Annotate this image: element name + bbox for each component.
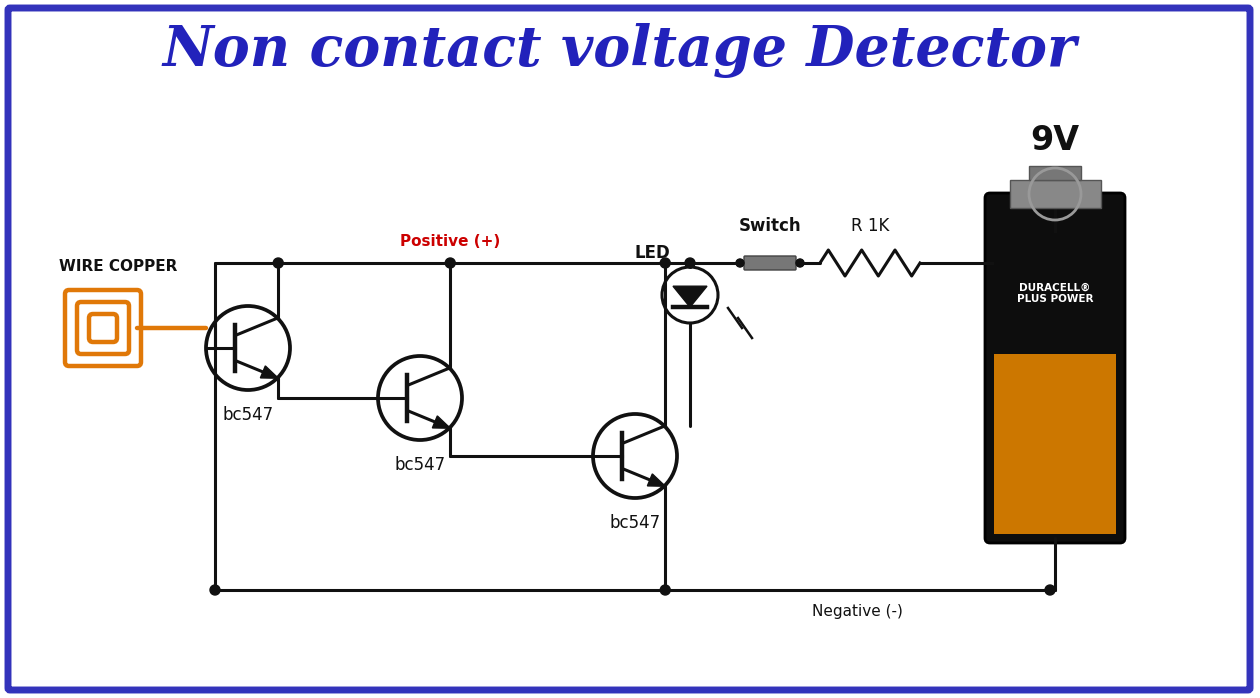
Text: Positive (+): Positive (+) — [401, 234, 500, 249]
Text: DURACELL®
PLUS POWER: DURACELL® PLUS POWER — [1017, 283, 1094, 304]
Circle shape — [796, 260, 804, 267]
Circle shape — [445, 258, 455, 268]
Circle shape — [685, 258, 696, 268]
Circle shape — [210, 585, 220, 595]
Circle shape — [660, 258, 670, 268]
Circle shape — [273, 258, 284, 268]
Bar — [1029, 166, 1081, 180]
FancyBboxPatch shape — [743, 256, 796, 270]
Bar — [994, 233, 1116, 355]
FancyBboxPatch shape — [985, 193, 1125, 543]
Text: LED: LED — [635, 244, 670, 262]
Circle shape — [1045, 585, 1055, 595]
Text: R 1K: R 1K — [850, 217, 890, 235]
Text: Negative (-): Negative (-) — [813, 604, 903, 619]
Circle shape — [736, 259, 743, 267]
Polygon shape — [648, 474, 665, 487]
Circle shape — [660, 585, 670, 595]
Polygon shape — [261, 366, 278, 378]
Circle shape — [796, 259, 804, 267]
FancyBboxPatch shape — [8, 8, 1250, 690]
Text: bc547: bc547 — [223, 406, 273, 424]
Circle shape — [737, 260, 743, 267]
Text: WIRE COPPER: WIRE COPPER — [59, 259, 178, 274]
Bar — [1009, 180, 1100, 208]
Text: 9V: 9V — [1031, 124, 1080, 156]
Polygon shape — [673, 286, 707, 307]
Polygon shape — [432, 416, 450, 429]
Bar — [994, 355, 1116, 534]
Text: bc547: bc547 — [610, 514, 660, 532]
Text: Non contact voltage Detector: Non contact voltage Detector — [163, 22, 1077, 77]
Text: bc547: bc547 — [394, 456, 446, 474]
Text: Switch: Switch — [738, 217, 801, 235]
